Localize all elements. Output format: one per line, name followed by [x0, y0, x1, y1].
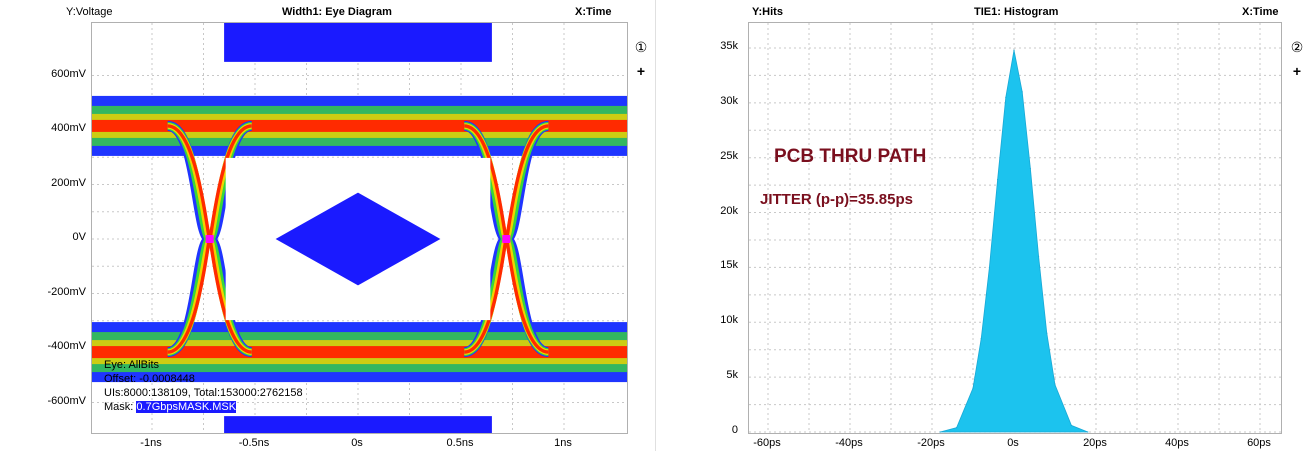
histogram-point: [939, 431, 941, 433]
eye-y-tick-label: 600mV: [51, 67, 86, 80]
trace-number-2-icon[interactable]: ②: [1290, 39, 1304, 55]
eye-info-line: Eye: AllBits: [104, 359, 160, 371]
histogram-point: [1054, 384, 1056, 386]
annotation-jitter: JITTER (p-p)=35.85ps: [760, 191, 913, 208]
histogram-canvas: [749, 23, 1281, 433]
hist-y-axis-header: Y:Hits: [752, 6, 783, 18]
hist-y-tick-label: 30k: [720, 94, 738, 107]
hist-x-tick-label: -40ps: [835, 437, 863, 449]
trace-number-1-icon[interactable]: ①: [634, 39, 648, 55]
histogram-point: [956, 427, 958, 429]
hist-y-tick-label: 25k: [720, 149, 738, 162]
histogram-points: [939, 49, 1089, 433]
eye-crossing-marker: [502, 235, 511, 243]
eye-title: Width1: Eye Diagram: [282, 6, 392, 18]
histogram-point: [980, 338, 982, 340]
histogram-point: [1005, 96, 1007, 98]
hist-x-tick-label: -20ps: [917, 437, 945, 449]
eye-crossing-marker: [205, 235, 214, 243]
eye-mask-line: Mask: 0.7GbpsMASK.MSK: [104, 400, 303, 414]
eye-mask-top: [224, 23, 492, 62]
eye-y-tick-label: -400mV: [47, 340, 86, 352]
hist-y-tick-label: 5k: [726, 369, 738, 382]
eye-x-tick-label: -1ns: [140, 437, 162, 449]
eye-x-tick-label: 0s: [351, 437, 363, 449]
hist-x-tick-label: 20ps: [1083, 437, 1107, 449]
eye-y-axis-header-text: Y:Voltage: [66, 6, 113, 18]
histogram-area: [940, 50, 1088, 433]
mask-prefix: Mask:: [104, 401, 137, 413]
eye-x-tick-label: 0.5ns: [446, 437, 474, 449]
histogram-point: [1070, 424, 1072, 427]
eye-info-line: UIs:8000:138109, Total:153000:2762158: [104, 387, 303, 399]
eye-trace-core-low: [92, 346, 627, 359]
annotation-title: PCB THRU PATH: [774, 146, 927, 167]
eye-add-plus-button[interactable]: +: [636, 63, 646, 79]
eye-y-axis-header: Y:Voltage: [66, 6, 113, 18]
hist-x-tick-label: -60ps: [753, 437, 781, 449]
eye-x-tick-label: -0.5ns: [238, 437, 270, 449]
hist-y-tick-label: 20k: [720, 204, 738, 217]
eye-y-tick-label: 0V: [72, 231, 86, 243]
eye-trace-core-high: [92, 119, 627, 132]
histogram-panel: Y:Hits TIE1: Histogram X:Time 35k 30k 25k 2…: [656, 0, 1312, 451]
histogram-point: [1038, 255, 1040, 258]
histogram-point: [1046, 332, 1048, 334]
eye-crossing-1: [166, 120, 254, 358]
histogram-point: [972, 387, 974, 389]
eye-crossing-2: [462, 120, 550, 358]
histogram-point: [1029, 168, 1031, 170]
mask-name: 0.7GbpsMASK.MSK: [136, 401, 237, 413]
hist-add-plus-button[interactable]: +: [1292, 63, 1302, 79]
eye-x-axis-header: X:Time: [575, 6, 612, 18]
histogram-plot-area[interactable]: [748, 22, 1282, 434]
hist-x-tick-label: 0s: [1007, 437, 1019, 449]
hist-y-tick-label: 15k: [720, 259, 738, 272]
eye-plot-area[interactable]: [91, 22, 628, 434]
eye-y-tick-label: 200mV: [51, 176, 86, 189]
hist-y-tick-label: 0: [731, 424, 738, 436]
hist-x-tick-label: 60ps: [1247, 437, 1271, 449]
eye-y-tick-label: -600mV: [47, 394, 86, 407]
histogram-point: [1021, 91, 1023, 93]
histogram-point: [1087, 431, 1089, 433]
hist-x-tick-label: 40ps: [1165, 437, 1189, 449]
eye-y-tick-label: -200mV: [47, 285, 86, 298]
eye-mask-bottom: [224, 416, 492, 433]
histogram-point: [1013, 49, 1015, 51]
hist-y-tick-label: 35k: [720, 39, 738, 52]
histogram-point: [997, 179, 999, 181]
panel-divider: [655, 0, 656, 451]
histogram-point: [988, 266, 990, 269]
hist-y-tick-label: 10k: [720, 314, 738, 327]
eye-diagram-canvas: [92, 23, 627, 433]
hist-title: TIE1: Histogram: [974, 6, 1059, 18]
eye-y-tick-label: 400mV: [51, 122, 86, 134]
eye-diagram-panel: Y:Voltage Width1: Eye Diagram X:Time 600…: [47, 6, 648, 449]
eye-info-line: Offset: -0.0008448: [104, 373, 195, 385]
eye-info-box: Eye: AllBits Offset: -0.0008448 UIs:8000…: [104, 358, 303, 414]
eye-x-tick-label: 1ns: [554, 437, 572, 449]
hist-x-axis-header: X:Time: [1242, 6, 1279, 18]
